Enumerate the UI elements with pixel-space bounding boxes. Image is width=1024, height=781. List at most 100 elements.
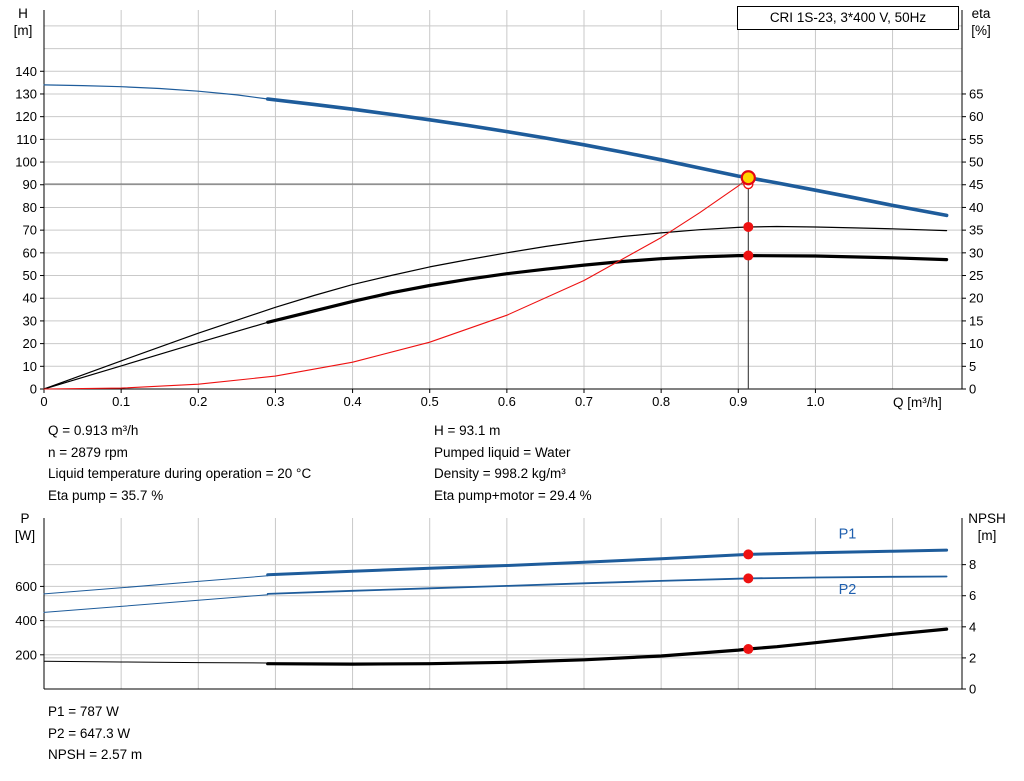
- duty-info-right-column: H = 93.1 m Pumped liquid = Water Density…: [434, 420, 592, 506]
- y-left-tick-label: 120: [15, 109, 37, 124]
- x-tick-label: 0.3: [266, 394, 284, 409]
- power-info-column: P1 = 787 W P2 = 647.3 W NPSH = 2.57 m: [48, 701, 142, 766]
- p2-duty-dot: [743, 573, 754, 584]
- p2-value-text: P2 = 647.3 W: [48, 725, 131, 741]
- p1-duty-dot: [743, 549, 754, 560]
- eta-pump-motor-duty-dot: [743, 250, 754, 261]
- p1-curve: [266, 548, 949, 577]
- x-tick-label: 0.5: [421, 394, 439, 409]
- y-left-tick-label: 80: [23, 200, 37, 215]
- y-left-tick-label: 20: [23, 336, 37, 351]
- y-left-tick-label: 600: [15, 579, 37, 594]
- y-right-tick-label: 30: [969, 245, 983, 260]
- y-right-tick-label: 0: [969, 682, 976, 697]
- eta-pump-curve: [43, 225, 948, 390]
- y-left-tick-label: 130: [15, 86, 37, 101]
- npsh-axis-title: NPSH: [968, 511, 1006, 526]
- power-axis-title: P: [20, 511, 30, 526]
- y-left-tick-label: 60: [23, 245, 37, 260]
- y-left-tick-label: 400: [15, 613, 37, 628]
- y-left-tick-label: 200: [15, 647, 37, 662]
- head-curve: [265, 97, 949, 218]
- p2-label: P2: [839, 582, 857, 598]
- y-left-tick-label: 40: [23, 291, 37, 306]
- duty-point-marker[interactable]: [740, 170, 756, 186]
- y-left-tick-label: 0: [30, 382, 37, 397]
- head-capacity-chart: 0 10 20 30 40 50 60 70 80 90 100 110 120 130 140 0 5 10 15…: [15, 10, 983, 409]
- y-right-tick-label: 8: [969, 557, 976, 572]
- y-right-tick-label: 6: [969, 588, 976, 603]
- y-left-axis-unit: [m]: [13, 23, 33, 38]
- y-left-tick-label: 30: [23, 313, 37, 328]
- y-left-tick-label: 50: [23, 268, 37, 283]
- y-right-tick-label: 2: [969, 650, 976, 665]
- npsh-curve: [266, 627, 949, 666]
- npsh-axis-unit: [m]: [977, 528, 997, 543]
- duty-flow-text: Q = 0.913 m³/h: [48, 423, 139, 438]
- x-axis-title: Q [m³/h]: [893, 395, 942, 410]
- npsh-curve-thin: [43, 660, 269, 664]
- system-curve: [43, 177, 749, 390]
- y-right-tick-label: 20: [969, 291, 983, 306]
- p1-curve-thin: [43, 575, 269, 595]
- y-left-tick-label: 70: [23, 223, 37, 238]
- x-tick-label: 0: [40, 394, 47, 409]
- duty-speed-text: n = 2879 rpm: [48, 444, 128, 460]
- y-left-tick-label: 140: [15, 64, 37, 79]
- power-axis-unit: [W]: [14, 528, 36, 543]
- p2-curve: [266, 575, 948, 595]
- npsh-duty-dot: [743, 644, 754, 655]
- y-right-tick-label: 40: [969, 200, 983, 215]
- p2-curve-thin: [43, 594, 269, 613]
- x-tick-label: 0.9: [729, 394, 747, 409]
- y-left-tick-label: 10: [23, 359, 37, 374]
- eta-pump-motor-curve: [266, 254, 949, 324]
- power-npsh-chart: 200 400 600 0 2 4 6 8 P1 P2: [15, 518, 976, 697]
- x-tick-label: 0.4: [344, 394, 362, 409]
- y-right-tick-label: 0: [969, 382, 976, 397]
- eta-pump-motor-text: Eta pump+motor = 29.4 %: [434, 487, 592, 503]
- x-tick-label: 0.1: [112, 394, 130, 409]
- liquid-temperature-text: Liquid temperature during operation = 20…: [48, 466, 312, 481]
- p1-label: P1: [839, 527, 857, 543]
- p1-value-text: P1 = 787 W: [48, 704, 119, 719]
- y-right-axis-title: eta: [971, 6, 991, 21]
- y-right-tick-label: 5: [969, 359, 976, 374]
- y-right-tick-label: 35: [969, 223, 983, 238]
- y-right-tick-label: 55: [969, 132, 983, 147]
- x-tick-label: 1.0: [806, 394, 824, 409]
- y-right-tick-label: 25: [969, 268, 983, 283]
- y-right-tick-label: 4: [969, 619, 976, 634]
- eta-pump-duty-dot: [743, 221, 754, 232]
- y-right-tick-label: 50: [969, 155, 983, 170]
- x-tick-label: 0.8: [652, 394, 670, 409]
- x-tick-label: 0.2: [189, 394, 207, 409]
- y-right-tick-label: 15: [969, 313, 983, 328]
- gridlines: [44, 10, 962, 389]
- tick-labels: 0 10 20 30 40 50 60 70 80 90 100 110 120 130 140 0 5 10 15…: [15, 64, 983, 409]
- y-right-tick-label: 10: [969, 336, 983, 351]
- tick-labels: 200 400 600 0 2 4 6 8: [15, 557, 976, 696]
- y-right-tick-label: 60: [969, 109, 983, 124]
- npsh-value-text: NPSH = 2.57 m: [48, 747, 143, 762]
- axes: [40, 518, 966, 690]
- y-left-tick-label: 90: [23, 177, 37, 192]
- axes: [40, 10, 966, 393]
- eta-pump-text: Eta pump = 35.7 %: [48, 487, 164, 503]
- eta-pump-motor-curve-thin: [43, 321, 269, 390]
- duty-info-left-column: Q = 0.913 m³/h n = 2879 rpm Liquid tempe…: [48, 420, 311, 506]
- x-tick-label: 0.6: [498, 394, 516, 409]
- density-text: Density = 998.2 kg/m³: [434, 466, 566, 481]
- pump-title-box: CRI 1S-23, 3*400 V, 50Hz: [737, 6, 959, 30]
- y-right-tick-label: 65: [969, 86, 983, 101]
- duty-head-text: H = 93.1 m: [434, 423, 501, 438]
- y-left-tick-label: 110: [16, 132, 37, 147]
- pumped-liquid-text: Pumped liquid = Water: [434, 444, 571, 460]
- y-right-axis-unit: [%]: [971, 23, 991, 38]
- head-curve-thin: [43, 84, 269, 100]
- y-left-axis-title: H: [18, 6, 28, 21]
- y-left-tick-label: 100: [15, 155, 37, 170]
- y-right-tick-label: 45: [969, 177, 983, 192]
- x-tick-label: 0.7: [575, 394, 593, 409]
